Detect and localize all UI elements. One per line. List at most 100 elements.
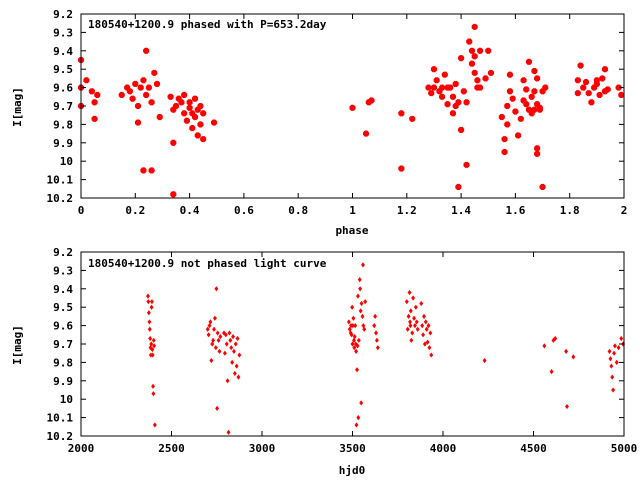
phased-x-tick-label: 0.2: [125, 204, 145, 217]
unphased-x-tick-label: 4500: [520, 442, 547, 455]
unphased-data-point: [409, 337, 414, 343]
unphased-data-point: [223, 332, 228, 338]
unphased-data-point: [411, 295, 416, 301]
phased-data-point: [430, 66, 437, 73]
phased-data-point: [118, 91, 125, 99]
phased-x-tick-label: 0.8: [288, 204, 308, 217]
unphased-x-axis-title: hjd0: [339, 464, 366, 477]
unphased-data-point: [148, 335, 153, 342]
unphased-x-tick-label: 4000: [430, 442, 457, 455]
unphased-data-point: [429, 352, 434, 358]
unphased-data-point: [146, 310, 151, 316]
unphased-data-point: [359, 400, 364, 406]
unphased-x-tick-label: 3500: [339, 442, 366, 455]
unphased-data-point: [149, 304, 154, 310]
phased-data-point: [200, 136, 207, 143]
unphased-data-point: [408, 323, 413, 329]
phased-x-tick-label: 0: [78, 204, 85, 217]
phased-data-point: [485, 47, 492, 54]
unphased-y-tick-label: 10.1: [47, 412, 74, 425]
phased-y-tick-label: 9.7: [53, 100, 73, 113]
unphased-data-point: [415, 326, 420, 332]
unphased-data-point: [551, 337, 556, 343]
phased-data-point: [477, 84, 484, 91]
phased-data-point: [618, 91, 625, 99]
phased-data-point: [531, 106, 538, 113]
unphased-data-point: [150, 346, 155, 353]
phased-data-point: [134, 119, 142, 126]
phased-data-point: [531, 88, 538, 95]
phased-data-point: [574, 90, 581, 97]
unphased-data-point: [421, 332, 426, 338]
unphased-data-point: [215, 405, 220, 411]
phased-data-point: [523, 101, 530, 108]
phased-data-point: [181, 110, 188, 117]
unphased-data-point: [542, 343, 547, 349]
unphased-chart-title: 180540+1200.9 not phased light curve: [88, 257, 327, 270]
phased-data-point: [482, 75, 489, 82]
phased-data-point: [463, 99, 470, 106]
unphased-data-point: [206, 332, 211, 338]
phased-data-point: [140, 77, 147, 84]
phased-data-point: [134, 102, 142, 110]
unphased-data-point: [614, 359, 619, 365]
phased-data-point: [520, 77, 527, 84]
phased-data-point: [574, 77, 581, 84]
unphased-data-point: [423, 319, 428, 325]
unphased-data-point: [361, 262, 365, 268]
phased-data-point: [458, 126, 465, 133]
phased-data-point: [170, 191, 177, 198]
phased-data-point: [172, 102, 180, 110]
unphased-data-point: [222, 350, 227, 356]
unphased-data-point: [233, 341, 238, 347]
phased-data-point: [151, 69, 158, 76]
phased-data-point: [523, 86, 530, 93]
phased-data-point: [501, 148, 508, 156]
unphased-data-point: [211, 337, 216, 343]
unphased-y-axis-title: I[mag]: [11, 325, 24, 365]
phased-data-point: [200, 110, 207, 117]
phased-data-point: [148, 99, 155, 106]
unphased-x-tick-label: 2000: [68, 442, 95, 455]
unphased-data-point: [351, 315, 356, 321]
unphased-data-point: [234, 363, 239, 369]
phased-x-tick-label: 2: [621, 204, 628, 217]
phased-data-point: [471, 69, 478, 76]
unphased-data-point: [360, 313, 365, 319]
unphased-data-point: [428, 330, 433, 336]
phased-y-tick-label: 9.2: [53, 8, 73, 21]
phased-data-point: [506, 88, 514, 95]
phased-data-point: [604, 86, 611, 93]
unphased-y-tick-label: 9.6: [53, 320, 73, 333]
phased-data-point: [156, 113, 163, 121]
unphased-data-point: [355, 293, 360, 299]
unphased-data-point: [229, 345, 234, 351]
unphased-data-point: [146, 293, 150, 299]
unphased-data-point: [209, 357, 214, 364]
phased-data-point: [137, 84, 144, 91]
unphased-data-point: [413, 304, 418, 310]
unphased-data-point: [372, 323, 377, 329]
phased-data-point: [439, 84, 446, 91]
phased-data-point: [585, 90, 592, 97]
unphased-x-tick-label: 3000: [249, 442, 276, 455]
unphased-data-point: [353, 323, 358, 329]
phased-data-point: [132, 80, 139, 87]
phased-data-point: [167, 93, 174, 100]
phased-data-point: [449, 110, 456, 117]
phased-x-tick-label: 1.4: [451, 204, 471, 217]
phased-data-point: [441, 71, 448, 78]
unphased-data-point: [374, 330, 378, 336]
phased-y-tick-label: 9.4: [53, 45, 73, 58]
unphased-data-point: [226, 429, 231, 435]
unphased-data-point: [212, 315, 217, 321]
unphased-data-point: [224, 341, 229, 347]
unphased-data-point: [358, 308, 363, 314]
phased-data-point: [91, 115, 98, 122]
unphased-data-point: [237, 352, 242, 358]
phased-data-point: [91, 99, 98, 106]
phased-data-point: [504, 121, 511, 128]
phased-data-point: [515, 132, 522, 139]
unphased-data-point: [151, 391, 156, 397]
unphased-data-point: [373, 313, 378, 319]
